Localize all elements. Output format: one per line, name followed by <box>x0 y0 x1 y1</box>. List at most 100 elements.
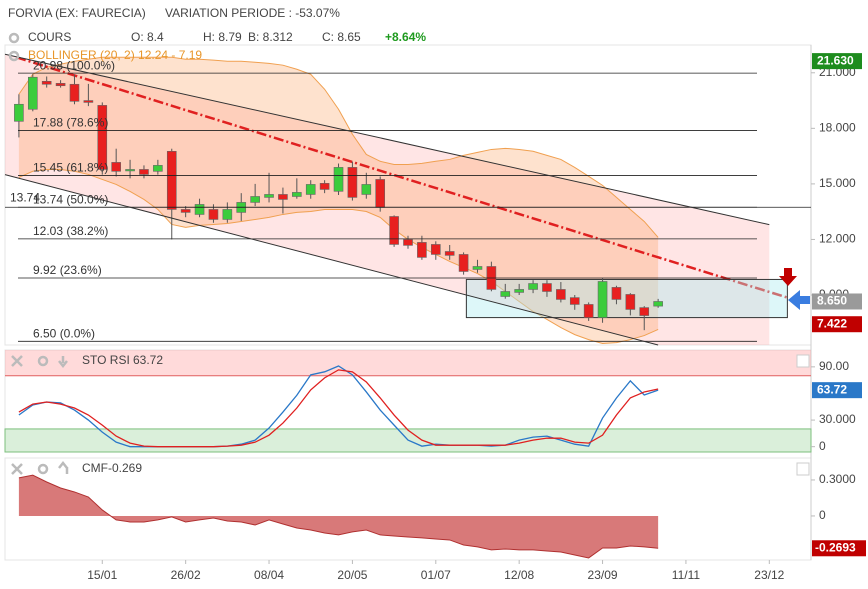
gear-icon[interactable] <box>8 32 20 44</box>
candle-body <box>639 307 650 316</box>
ohlc-label: C: 8.65 <box>322 30 361 44</box>
candle-body <box>194 204 205 215</box>
candle-body <box>444 251 455 256</box>
candle-body <box>111 162 121 172</box>
candle-body <box>55 83 66 87</box>
ohlc-label: H: 8.79 <box>203 30 242 44</box>
area <box>18 475 659 558</box>
candle-body <box>430 244 441 255</box>
overbought-zone <box>5 350 811 376</box>
x-tick-label: 23/12 <box>754 568 784 582</box>
candle-body <box>389 216 399 245</box>
gear-icon[interactable] <box>8 50 20 62</box>
value-tag <box>812 382 862 399</box>
x-tick-label: 11/11 <box>672 568 701 582</box>
y-tick-label: 90.00 <box>819 359 849 373</box>
candle-body <box>403 239 413 246</box>
fib-label: 15.45 (61.8%) <box>33 161 108 175</box>
value-tag-label: 63.72 <box>817 382 847 396</box>
instrument-title: FORVIA (EX: FAURECIA) <box>8 6 146 20</box>
indicator-label: BOLLINGER (20, 2) 12.24 - 7.19 <box>28 48 202 62</box>
fib-label: 13.74 (50.0%) <box>33 192 108 206</box>
candle-body <box>361 184 372 195</box>
plot-area <box>18 365 659 448</box>
candle-body <box>333 167 344 192</box>
candle-body <box>556 289 566 300</box>
panel-tools[interactable] <box>11 354 810 369</box>
panel-tools[interactable] <box>11 460 810 476</box>
x-tick-label: 26/02 <box>171 568 201 582</box>
candle-body <box>653 301 663 307</box>
x-tick-label: 01/07 <box>421 568 451 582</box>
y-tick-label: 18.000 <box>819 121 856 135</box>
panel-value: -0.269 <box>108 461 142 475</box>
candle-body <box>542 283 552 292</box>
y-tick-label: 12.000 <box>819 232 856 246</box>
candle-body <box>208 209 219 220</box>
y-tick-label: 0.3000 <box>819 472 856 486</box>
candle-body <box>97 105 108 170</box>
candle-body <box>375 179 386 208</box>
candle-body <box>125 169 135 172</box>
channel-line <box>4 53 770 226</box>
panel-value: 63.72 <box>133 353 163 367</box>
fib-label: 17.88 (78.6%) <box>33 116 108 130</box>
y-tick-label: 0 <box>819 508 826 522</box>
ohlc-label: B: 8.312 <box>248 30 293 44</box>
candle-body <box>83 100 94 103</box>
channel-fill <box>5 54 770 345</box>
candle-body <box>41 80 52 85</box>
series-label: COURS <box>28 30 71 44</box>
channel-line <box>4 174 659 346</box>
plot-area <box>18 474 659 559</box>
candle-body <box>597 281 608 318</box>
line-series <box>18 365 659 448</box>
bollinger-lower <box>18 168 659 345</box>
bollinger-fill <box>18 57 659 344</box>
price-tag-label: 21.630 <box>817 53 854 67</box>
candle-body <box>305 184 316 195</box>
candle-body <box>27 76 38 110</box>
line-series <box>18 369 659 448</box>
layers: 20.98 (100.0%) 17.88 (78.6%) 15.45 (61.8%)… <box>4 53 866 582</box>
ohlc-label: O: 8.4 <box>131 30 164 44</box>
left-arrow <box>788 290 810 310</box>
candle-body <box>417 242 427 258</box>
variation: VARIATION PERIODE : -53.07% <box>165 6 340 20</box>
candle-body <box>166 150 177 210</box>
hline-label: 13.74 <box>10 190 40 204</box>
candle-body <box>180 209 191 213</box>
candle-body <box>611 287 622 300</box>
x-tick-label: 15/01 <box>87 568 117 582</box>
x-tick-label: 23/09 <box>588 568 618 582</box>
panel-title: CMF <box>82 461 108 475</box>
candle-body <box>625 294 636 310</box>
y-tick-label: 15.000 <box>819 176 856 190</box>
value-tag <box>812 540 866 557</box>
price-tag-label: 7.422 <box>817 316 847 330</box>
fib-label: 12.03 (38.2%) <box>33 224 108 238</box>
price-tag-label: 8.650 <box>817 294 847 308</box>
down-arrow <box>779 268 797 286</box>
candle-body <box>222 209 233 220</box>
candle-body <box>278 194 288 200</box>
price-tag <box>812 53 862 70</box>
x-tick-label: 20/05 <box>337 568 367 582</box>
candle-body <box>500 291 511 297</box>
value-tag-label: -0.2693 <box>815 540 856 554</box>
candle-body <box>569 297 580 305</box>
candle-body <box>347 167 358 198</box>
y-tick-label: 0 <box>819 439 826 453</box>
candle-body <box>139 169 149 175</box>
price-tag <box>812 316 862 333</box>
fib-label: 20.98 (100.0%) <box>33 58 115 72</box>
plot-area <box>5 54 788 345</box>
candle-body <box>250 196 260 203</box>
panel-title: STO RSI <box>82 353 130 367</box>
change-label: +8.64% <box>385 30 426 44</box>
x-tick-label: 12/08 <box>504 568 534 582</box>
candle-body <box>14 103 24 122</box>
candle-body <box>472 266 483 270</box>
price-tag <box>812 293 862 310</box>
